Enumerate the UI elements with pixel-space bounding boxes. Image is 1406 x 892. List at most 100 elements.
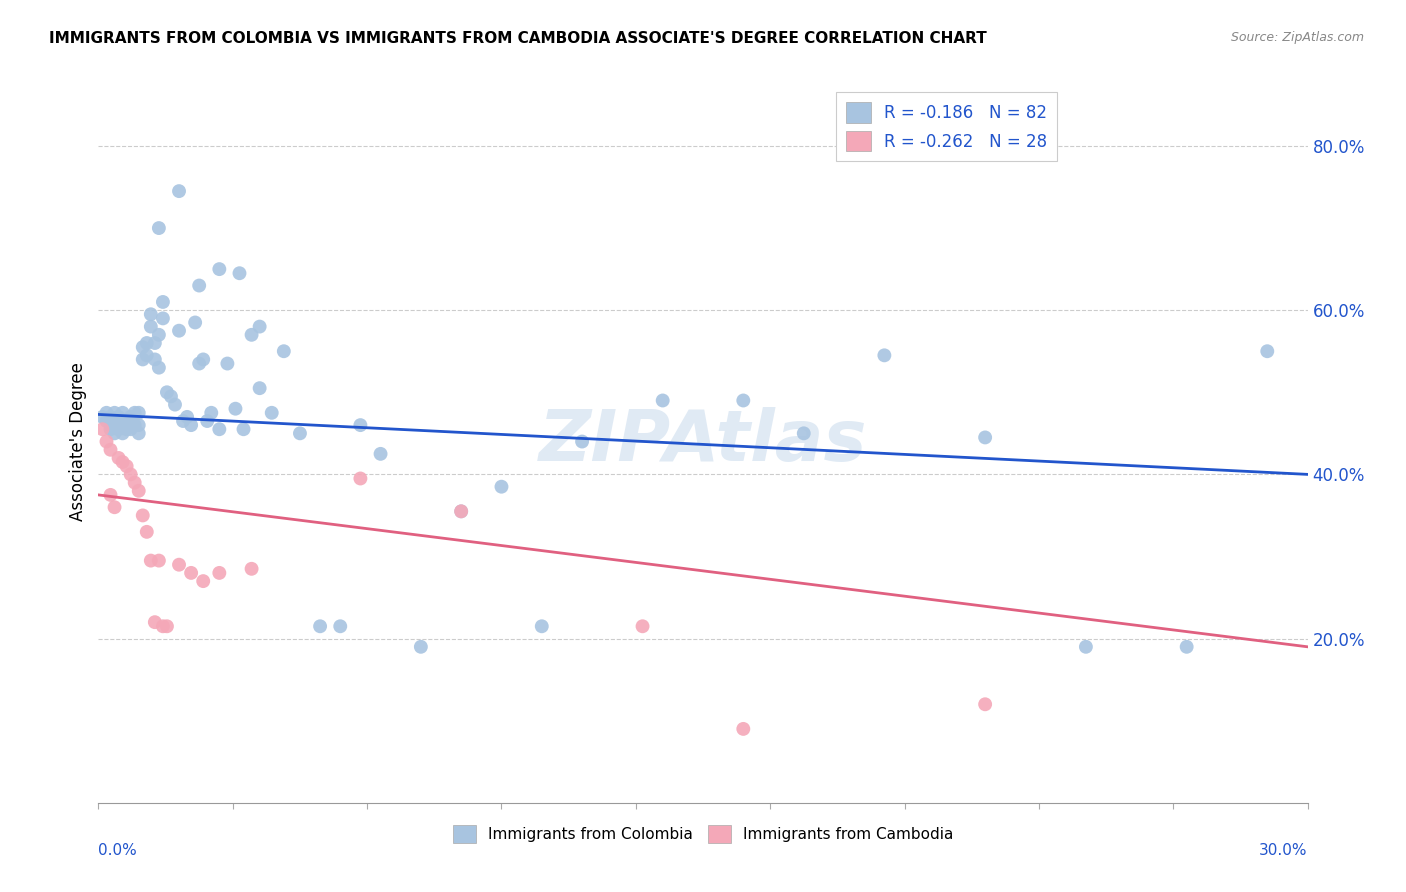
Point [135, 524, 157, 539]
Point [651, 393, 673, 408]
Point [148, 221, 170, 235]
Point [120, 418, 142, 433]
Point [143, 336, 166, 351]
Point [132, 352, 155, 367]
Point [167, 558, 190, 572]
Point [103, 426, 125, 441]
Point [370, 447, 392, 461]
Point [195, 414, 218, 428]
Point [733, 393, 755, 408]
Point [193, 352, 215, 367]
Point [273, 344, 295, 359]
Point [240, 562, 263, 576]
Point [260, 406, 283, 420]
Point [115, 414, 138, 428]
Point [100, 409, 122, 424]
Point [450, 504, 472, 518]
Point [128, 426, 150, 441]
Point [349, 418, 371, 433]
Point [172, 414, 194, 428]
Point [224, 401, 246, 416]
Point [163, 398, 186, 412]
Point [240, 327, 263, 342]
Point [152, 619, 174, 633]
Point [96, 414, 118, 428]
Point [111, 406, 134, 420]
Point [111, 418, 134, 433]
Text: 0.0%: 0.0% [98, 843, 138, 857]
Point [103, 418, 125, 433]
Point [208, 422, 231, 436]
Point [103, 406, 125, 420]
Point [288, 426, 311, 441]
Point [103, 500, 125, 515]
Point [120, 467, 142, 482]
Point [100, 488, 122, 502]
Point [152, 295, 174, 310]
Point [115, 418, 138, 433]
Point [188, 278, 211, 293]
Point [193, 574, 215, 588]
Point [139, 319, 162, 334]
Point [111, 455, 134, 469]
Text: 30.0%: 30.0% [1260, 843, 1308, 857]
Point [156, 385, 179, 400]
Point [115, 459, 138, 474]
Point [152, 311, 174, 326]
Point [124, 406, 146, 420]
Point [733, 722, 755, 736]
Point [143, 352, 166, 367]
Point [100, 418, 122, 433]
Point [793, 426, 815, 441]
Point [132, 508, 155, 523]
Point [100, 442, 122, 457]
Point [180, 566, 202, 580]
Point [148, 553, 170, 567]
Point [128, 406, 150, 420]
Point [107, 414, 129, 428]
Point [135, 336, 157, 351]
Point [167, 184, 190, 198]
Point [974, 430, 997, 444]
Text: ZIPAtlas: ZIPAtlas [538, 407, 868, 476]
Point [1175, 640, 1198, 654]
Point [491, 480, 513, 494]
Point [91, 422, 114, 436]
Point [200, 406, 222, 420]
Point [91, 409, 114, 424]
Point [530, 619, 553, 633]
Point [139, 553, 162, 567]
Point [139, 307, 162, 321]
Point [120, 409, 142, 424]
Legend: Immigrants from Colombia, Immigrants from Cambodia: Immigrants from Colombia, Immigrants fro… [447, 819, 959, 849]
Point [217, 357, 239, 371]
Point [228, 266, 250, 280]
Point [132, 340, 155, 354]
Point [156, 619, 179, 633]
Point [148, 360, 170, 375]
Point [135, 348, 157, 362]
Point [208, 566, 231, 580]
Point [124, 475, 146, 490]
Point [180, 418, 202, 433]
Point [1256, 344, 1278, 359]
Point [1074, 640, 1097, 654]
Y-axis label: Associate's Degree: Associate's Degree [69, 362, 87, 521]
Point [176, 409, 198, 424]
Point [329, 619, 352, 633]
Point [128, 418, 150, 433]
Point [349, 471, 371, 485]
Point [100, 422, 122, 436]
Point [184, 316, 207, 330]
Point [450, 504, 472, 518]
Point [309, 619, 332, 633]
Point [631, 619, 654, 633]
Point [571, 434, 593, 449]
Point [167, 324, 190, 338]
Point [96, 406, 118, 420]
Point [249, 319, 271, 334]
Text: Source: ZipAtlas.com: Source: ZipAtlas.com [1230, 31, 1364, 45]
Point [107, 409, 129, 424]
Point [409, 640, 432, 654]
Point [160, 389, 183, 403]
